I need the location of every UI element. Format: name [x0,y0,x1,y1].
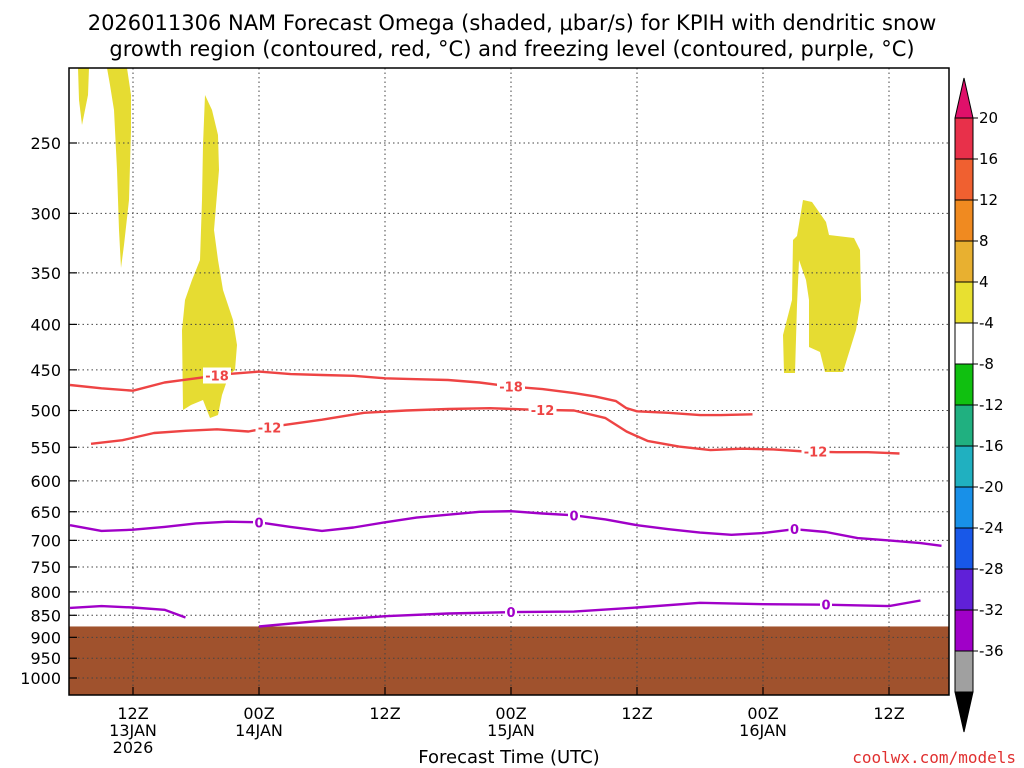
colorbar-segment [954,445,974,488]
colorbar-bottom-arrow [954,691,974,733]
y-tick-label: 950 [30,649,61,668]
x-tick-label: 00Z [243,704,274,723]
contour-label-bg [255,419,284,436]
y-tick-label: 550 [30,438,61,457]
colorbar-segment [954,240,974,283]
x-tick-label: 12Z [621,704,652,723]
y-tick-label: 700 [30,531,61,550]
contour-label: 0 [506,606,515,621]
contour-label-bg [788,521,801,538]
y-tick-label: 650 [30,503,61,522]
colorbar-label: -12 [979,396,1004,414]
colorbar-label: -16 [979,437,1004,455]
colorbar-segment [954,322,974,365]
y-tick-label: 750 [30,558,61,577]
colorbar-label: -36 [979,642,1004,660]
colorbar-label: 12 [979,191,998,209]
colorbar-segment [954,527,974,570]
colorbar-top-arrow [954,77,974,119]
y-tick-label: 400 [30,315,61,334]
x-axis-label: Forecast Time (UTC) [418,747,599,768]
colorbar-label: 4 [979,273,989,291]
contour-line [258,599,921,628]
colorbar-segment [954,117,974,160]
y-tick-label: 600 [30,472,61,491]
contour-label: 0 [790,523,799,538]
colorbar-segment [954,404,974,447]
y-tick-label: 250 [30,134,61,153]
contour-label: -12 [531,404,555,419]
y-tick-label: 800 [30,583,61,602]
x-tick-label: 12Z [117,704,148,723]
contour-label-bg [568,507,580,524]
contour-label: -12 [258,422,282,437]
colorbar-segment [954,568,974,611]
contour-line [69,370,753,417]
plot-border [68,67,950,696]
contour-line [69,510,942,547]
colorbar-label: -4 [979,314,994,332]
contour-label-bg [505,604,517,621]
contour-label: -18 [499,381,523,396]
contour-label: 0 [569,509,578,524]
omega-shade-region [78,68,89,125]
colorbar-segment [954,609,974,652]
contour-label-bg [528,401,557,418]
colorbar-segment [954,158,974,201]
plot-area: 250 300 350 400 450 500 550 600 650 700 750 800 850 9… [20,67,950,757]
contour-label-bg [820,596,832,613]
contour-label: 0 [821,599,830,614]
contour-label-bg [497,378,525,395]
contour-label-bg [253,514,265,531]
colorbar-segment [954,199,974,242]
colorbar-segment [954,486,974,529]
x-tick-label: 00Z [495,704,526,723]
colorbar-segment [954,650,974,693]
colorbar: 20 16 12 8 4 -4 -8 -12 -16 -20 -24 -28 -32 -36 [954,77,1004,733]
x-tick-label: 12Z [369,704,400,723]
colorbar-label: -24 [979,519,1004,537]
contour-line [69,604,186,619]
colorbar-label: -32 [979,601,1004,619]
colorbar-label: -28 [979,560,1004,578]
contour-label-bg [801,443,830,460]
x-tick-label: 2026 [113,738,154,757]
y-tick-label: 300 [30,204,61,223]
omega-shade-region [783,200,861,373]
x-tick-label: 14JAN [235,721,283,740]
colorbar-label: 8 [979,232,989,250]
colorbar-segment [954,281,974,324]
contour-label: 0 [254,516,263,531]
x-tick-label: 16JAN [739,721,787,740]
contour-label-bg [203,367,231,384]
ground-fill [69,626,949,695]
x-tick-label: 12Z [873,704,904,723]
credit-text: coolwx.com/models [852,748,1016,767]
chart-title-line2: growth region (contoured, red, °C) and f… [109,37,914,61]
colorbar-label: 20 [979,109,998,127]
omega-shade-region [182,95,237,418]
colorbar-label: -8 [979,355,994,373]
y-tick-label: 500 [30,402,61,421]
colorbar-segment [954,363,974,406]
contour-label: -18 [205,370,229,385]
y-tick-label: 1000 [20,669,61,688]
y-tick-label: 850 [30,606,61,625]
x-tick-label: 00Z [747,704,778,723]
colorbar-label: 16 [979,150,998,168]
x-tick-label: 15JAN [487,721,535,740]
omega-shade-region [107,68,131,268]
colorbar-label: -20 [979,478,1004,496]
y-tick-label: 450 [30,361,61,380]
y-tick-label: 350 [30,264,61,283]
chart-title-line1: 2026011306 NAM Forecast Omega (shaded, μ… [88,11,937,35]
x-tick-label: 13JAN [109,721,157,740]
contour-label: -12 [804,446,828,461]
y-tick-label: 900 [30,628,61,647]
